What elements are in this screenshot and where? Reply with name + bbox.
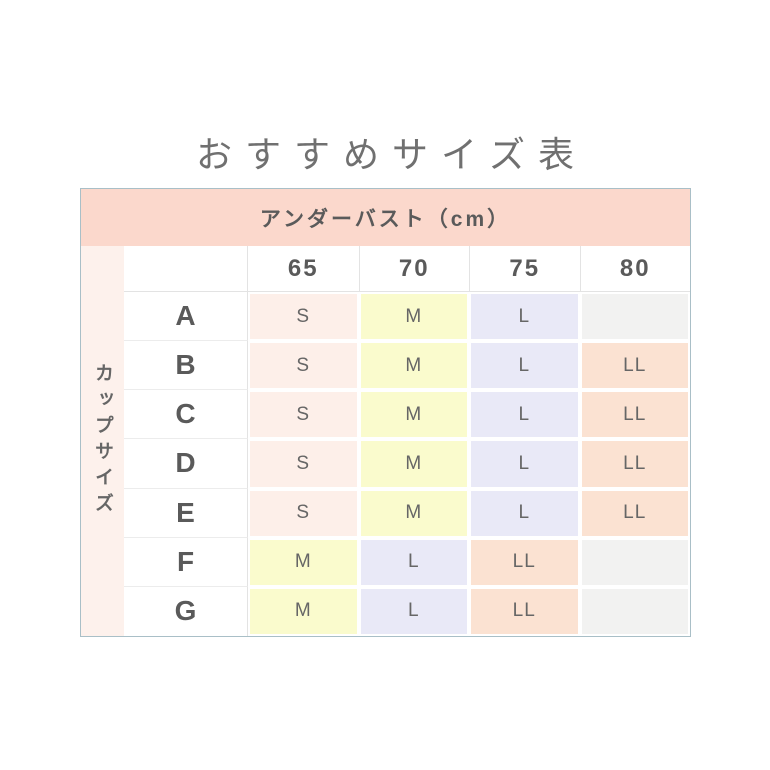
cup-label-E: E — [124, 488, 248, 538]
size-table-body: カップサイズ 65 70 75 80 A S M L B S M L LL C S M L LL D S M L LL E S M… — [81, 246, 690, 636]
column-header-75: 75 — [469, 246, 580, 292]
size-cell-M: M — [360, 392, 467, 438]
corner-cell — [124, 246, 248, 292]
size-cell-LL: LL — [471, 588, 578, 634]
size-cell-M: M — [360, 294, 467, 340]
size-cell-LL: LL — [471, 539, 578, 585]
size-cell-L: L — [360, 539, 467, 585]
size-cell-empty — [581, 294, 688, 340]
cup-label-C: C — [124, 390, 248, 440]
column-header-70: 70 — [358, 246, 469, 292]
size-cell-S: S — [250, 490, 357, 536]
size-table: アンダーバスト（cm） カップサイズ 65 70 75 80 A S M L B S M L LL C S M… — [80, 188, 691, 637]
size-cell-L: L — [471, 490, 578, 536]
size-cell-L: L — [471, 294, 578, 340]
cup-label-G: G — [124, 586, 248, 636]
underbust-header-band: アンダーバスト（cm） — [81, 189, 690, 246]
size-cell-S: S — [250, 392, 357, 438]
size-cell-LL: LL — [581, 343, 688, 389]
size-cell-L: L — [471, 441, 578, 487]
column-header-80: 80 — [579, 246, 690, 292]
size-cell-L: L — [471, 392, 578, 438]
size-cell-M: M — [360, 490, 467, 536]
size-cell-S: S — [250, 343, 357, 389]
size-cell-S: S — [250, 441, 357, 487]
size-cell-LL: LL — [581, 441, 688, 487]
page-title: おすすめサイズ表 — [196, 134, 587, 175]
size-cell-LL: LL — [581, 392, 688, 438]
size-cell-M: M — [250, 539, 357, 585]
size-cell-M: M — [360, 441, 467, 487]
size-cell-M: M — [360, 343, 467, 389]
cup-label-A: A — [124, 292, 248, 342]
size-grid: 65 70 75 80 A S M L B S M L LL C S M L LL D S M L LL E S M L LL F M L L… — [124, 246, 690, 636]
cup-size-side-label: カップサイズ — [92, 363, 113, 519]
cup-label-B: B — [124, 341, 248, 391]
underbust-header-label: アンダーバスト（cm） — [259, 207, 512, 231]
cup-label-F: F — [124, 537, 248, 587]
cup-size-side-strip: カップサイズ — [81, 246, 124, 636]
column-header-65: 65 — [248, 246, 359, 292]
size-cell-M: M — [250, 588, 357, 634]
cup-label-D: D — [124, 439, 248, 489]
size-cell-L: L — [360, 588, 467, 634]
size-cell-empty — [581, 588, 688, 634]
size-cell-S: S — [250, 294, 357, 340]
size-cell-LL: LL — [581, 490, 688, 536]
size-cell-empty — [581, 539, 688, 585]
size-cell-L: L — [471, 343, 578, 389]
